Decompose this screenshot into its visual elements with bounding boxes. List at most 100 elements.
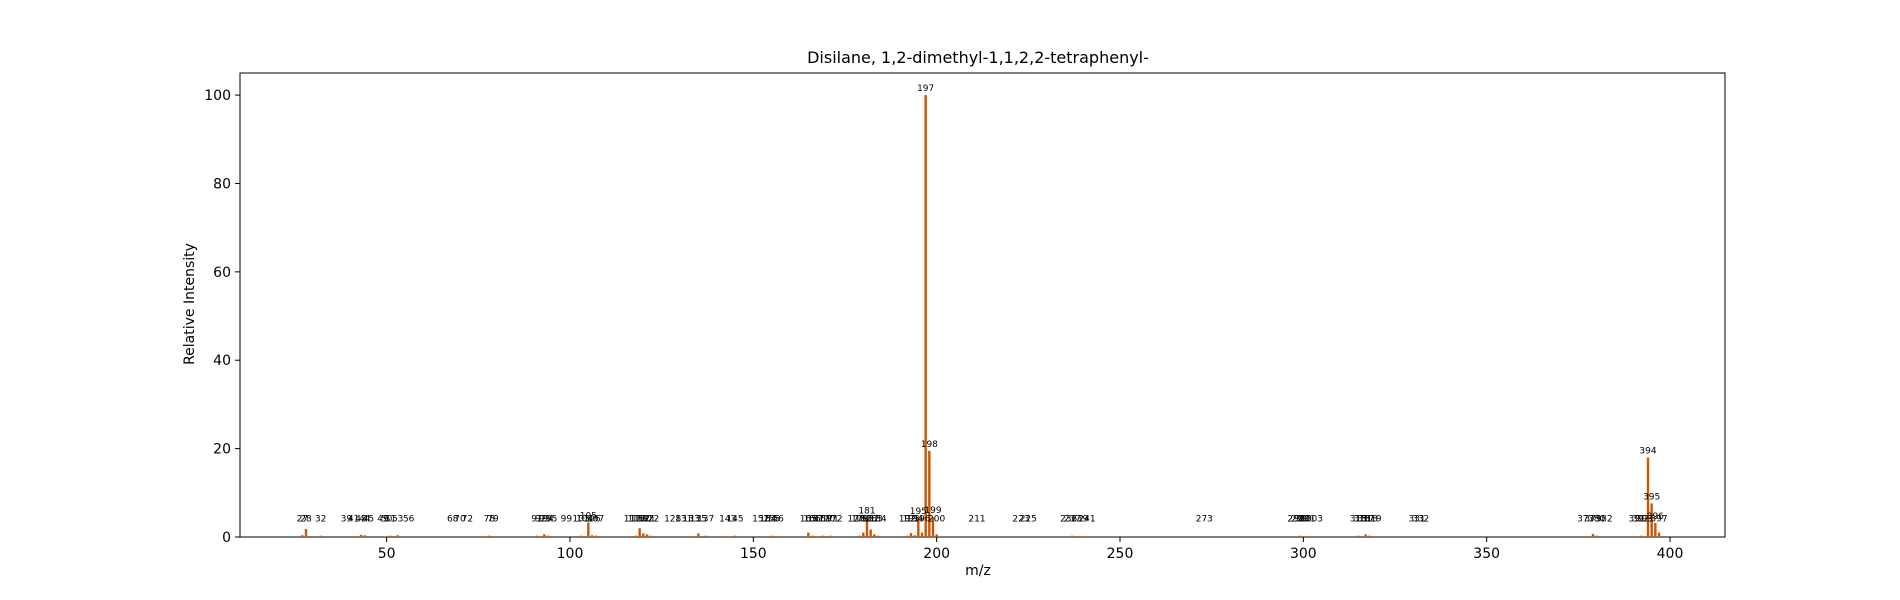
- peak-bar: [733, 535, 737, 537]
- peak-bar: [858, 535, 861, 537]
- peak-bar: [876, 535, 880, 537]
- peak-label: 56: [403, 515, 415, 525]
- peak-label: 170: [818, 515, 835, 525]
- y-tick-label: 20: [213, 442, 231, 458]
- peak-bar: [1203, 536, 1206, 537]
- peak-bar: [367, 536, 370, 537]
- peak-bar: [1294, 536, 1298, 537]
- peak-bar: [1415, 536, 1419, 537]
- peak-label: 131: [675, 515, 692, 525]
- y-tick-label: 80: [213, 176, 231, 192]
- peak-label: 156: [767, 515, 784, 525]
- peak-label: 32: [315, 515, 326, 525]
- peak-label: 392: [1632, 515, 1649, 525]
- peak-bar: [810, 535, 814, 537]
- x-tick-label: 200: [923, 546, 950, 562]
- peak-label: 92: [535, 515, 546, 525]
- spectrum-peaks: [301, 95, 1661, 537]
- peak-bar: [594, 535, 597, 537]
- peak-label: 211: [968, 515, 985, 525]
- peak-bar: [862, 532, 865, 537]
- peak-bar: [407, 536, 410, 537]
- peak-bar: [539, 536, 542, 537]
- peak-bar: [359, 534, 363, 537]
- peak-label: 200: [928, 515, 945, 525]
- peak-bar: [689, 536, 693, 537]
- y-tick-label: 60: [213, 265, 231, 281]
- peak-bar: [1602, 536, 1606, 537]
- y-tick-label: 100: [204, 88, 231, 104]
- peak-bar: [1368, 535, 1371, 537]
- peak-bar: [869, 529, 872, 537]
- peak-label: 223: [1012, 515, 1029, 525]
- peak-label: 299: [1291, 515, 1308, 525]
- peak-label: 225: [1020, 515, 1037, 525]
- peak-bar: [590, 535, 594, 537]
- peak-label: 319: [1364, 515, 1381, 525]
- peak-bar: [1298, 535, 1301, 537]
- peak-bar: [1654, 522, 1657, 537]
- peak-label: 180: [855, 515, 872, 525]
- peak-label: 195: [910, 507, 927, 517]
- peak-label: 155: [763, 515, 780, 525]
- peak-bar: [1364, 534, 1367, 537]
- peak-bar: [726, 536, 729, 537]
- peak-label: 395: [1643, 492, 1660, 502]
- x-tick-label: 250: [1107, 546, 1134, 562]
- x-tick-label: 100: [557, 546, 584, 562]
- peak-label: 154: [759, 515, 776, 525]
- peak-label: 106: [583, 515, 600, 525]
- peak-label: 237: [1064, 515, 1081, 525]
- peak-label: 135: [690, 515, 707, 525]
- peak-label: 103: [572, 515, 589, 525]
- peak-bar: [1305, 536, 1309, 537]
- peak-label: 396: [1647, 512, 1664, 522]
- peak-bar: [1313, 536, 1316, 537]
- x-axis-title: m/z: [965, 563, 991, 579]
- peak-label: 379: [1584, 515, 1601, 525]
- peak-bar: [458, 536, 462, 537]
- axis-ticks: 50 100 150 200 250 300 350 400 0 20 40 60 80 100: [204, 88, 1683, 562]
- peak-label: 145: [726, 515, 743, 525]
- peak-label: 380: [1588, 515, 1605, 525]
- peak-bar: [546, 535, 550, 537]
- y-tick-label: 40: [213, 353, 231, 369]
- peak-label: 184: [869, 515, 886, 525]
- peak-label: 391: [1628, 515, 1645, 525]
- peak-label: 198: [921, 440, 938, 450]
- peak-bar: [634, 535, 638, 537]
- peak-label: 182: [862, 515, 879, 525]
- peak-label: 377: [1577, 515, 1594, 525]
- peak-bar: [1646, 457, 1650, 537]
- peak-label: 143: [719, 515, 736, 525]
- peak-bar: [865, 517, 869, 537]
- peak-label: 316: [1353, 515, 1370, 525]
- peak-label: 273: [1196, 515, 1213, 525]
- peak-label: 53: [392, 515, 403, 525]
- peak-bar: [1085, 536, 1089, 537]
- peak-bar: [631, 536, 634, 537]
- peak-label: 39: [341, 515, 353, 525]
- peak-bar: [389, 535, 392, 537]
- peak-bar: [301, 535, 304, 537]
- peak-bar: [535, 535, 539, 537]
- plot-area: [239, 72, 1726, 538]
- peak-bar: [319, 535, 322, 537]
- peak-bar: [466, 536, 469, 537]
- peak-bar: [832, 536, 836, 537]
- peak-label: 68: [447, 515, 459, 525]
- peak-label: 332: [1412, 515, 1429, 525]
- peak-label: 199: [924, 506, 941, 516]
- peak-label: 239: [1071, 515, 1088, 525]
- peak-bar: [931, 517, 935, 537]
- peak-label: 104: [576, 515, 593, 525]
- peak-label: 193: [902, 515, 919, 525]
- peak-bar: [829, 535, 832, 537]
- peak-bar: [920, 532, 924, 537]
- peak-bar: [671, 536, 674, 537]
- peak-bar: [543, 534, 546, 537]
- peak-label: 166: [803, 515, 820, 525]
- x-tick-label: 300: [1290, 546, 1317, 562]
- peak-bar: [975, 536, 979, 537]
